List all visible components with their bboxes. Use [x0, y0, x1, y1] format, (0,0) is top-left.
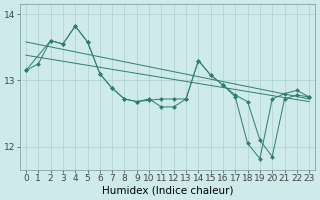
X-axis label: Humidex (Indice chaleur): Humidex (Indice chaleur) — [102, 186, 233, 196]
